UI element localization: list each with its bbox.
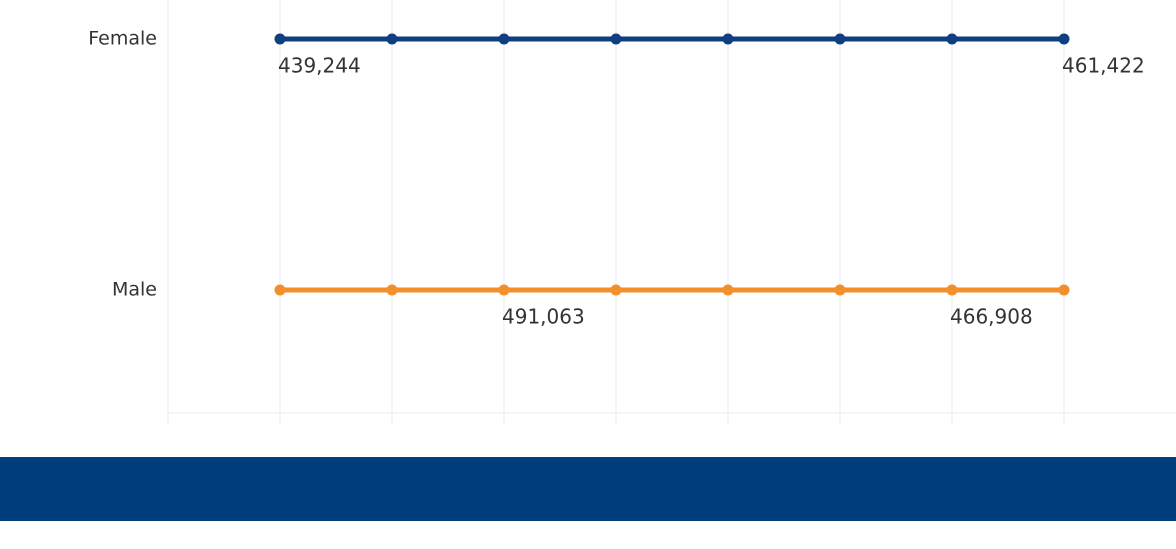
point <box>610 33 622 45</box>
point <box>1058 284 1070 296</box>
point <box>610 284 622 296</box>
point <box>722 284 734 296</box>
point <box>386 33 398 45</box>
point <box>834 284 846 296</box>
value-label: 466,908 <box>950 305 1033 329</box>
point <box>1058 33 1070 45</box>
point <box>274 284 286 296</box>
point <box>274 33 286 45</box>
value-label: 461,422 <box>1062 54 1145 78</box>
footer-band <box>0 457 1176 521</box>
point <box>722 33 734 45</box>
value-label: 491,063 <box>502 305 585 329</box>
point <box>498 284 510 296</box>
point <box>946 284 958 296</box>
row-label: Female <box>88 28 157 50</box>
point <box>946 33 958 45</box>
row-label: Male <box>112 279 157 301</box>
point <box>834 33 846 45</box>
point <box>498 33 510 45</box>
value-label: 439,244 <box>278 54 361 78</box>
point <box>386 284 398 296</box>
